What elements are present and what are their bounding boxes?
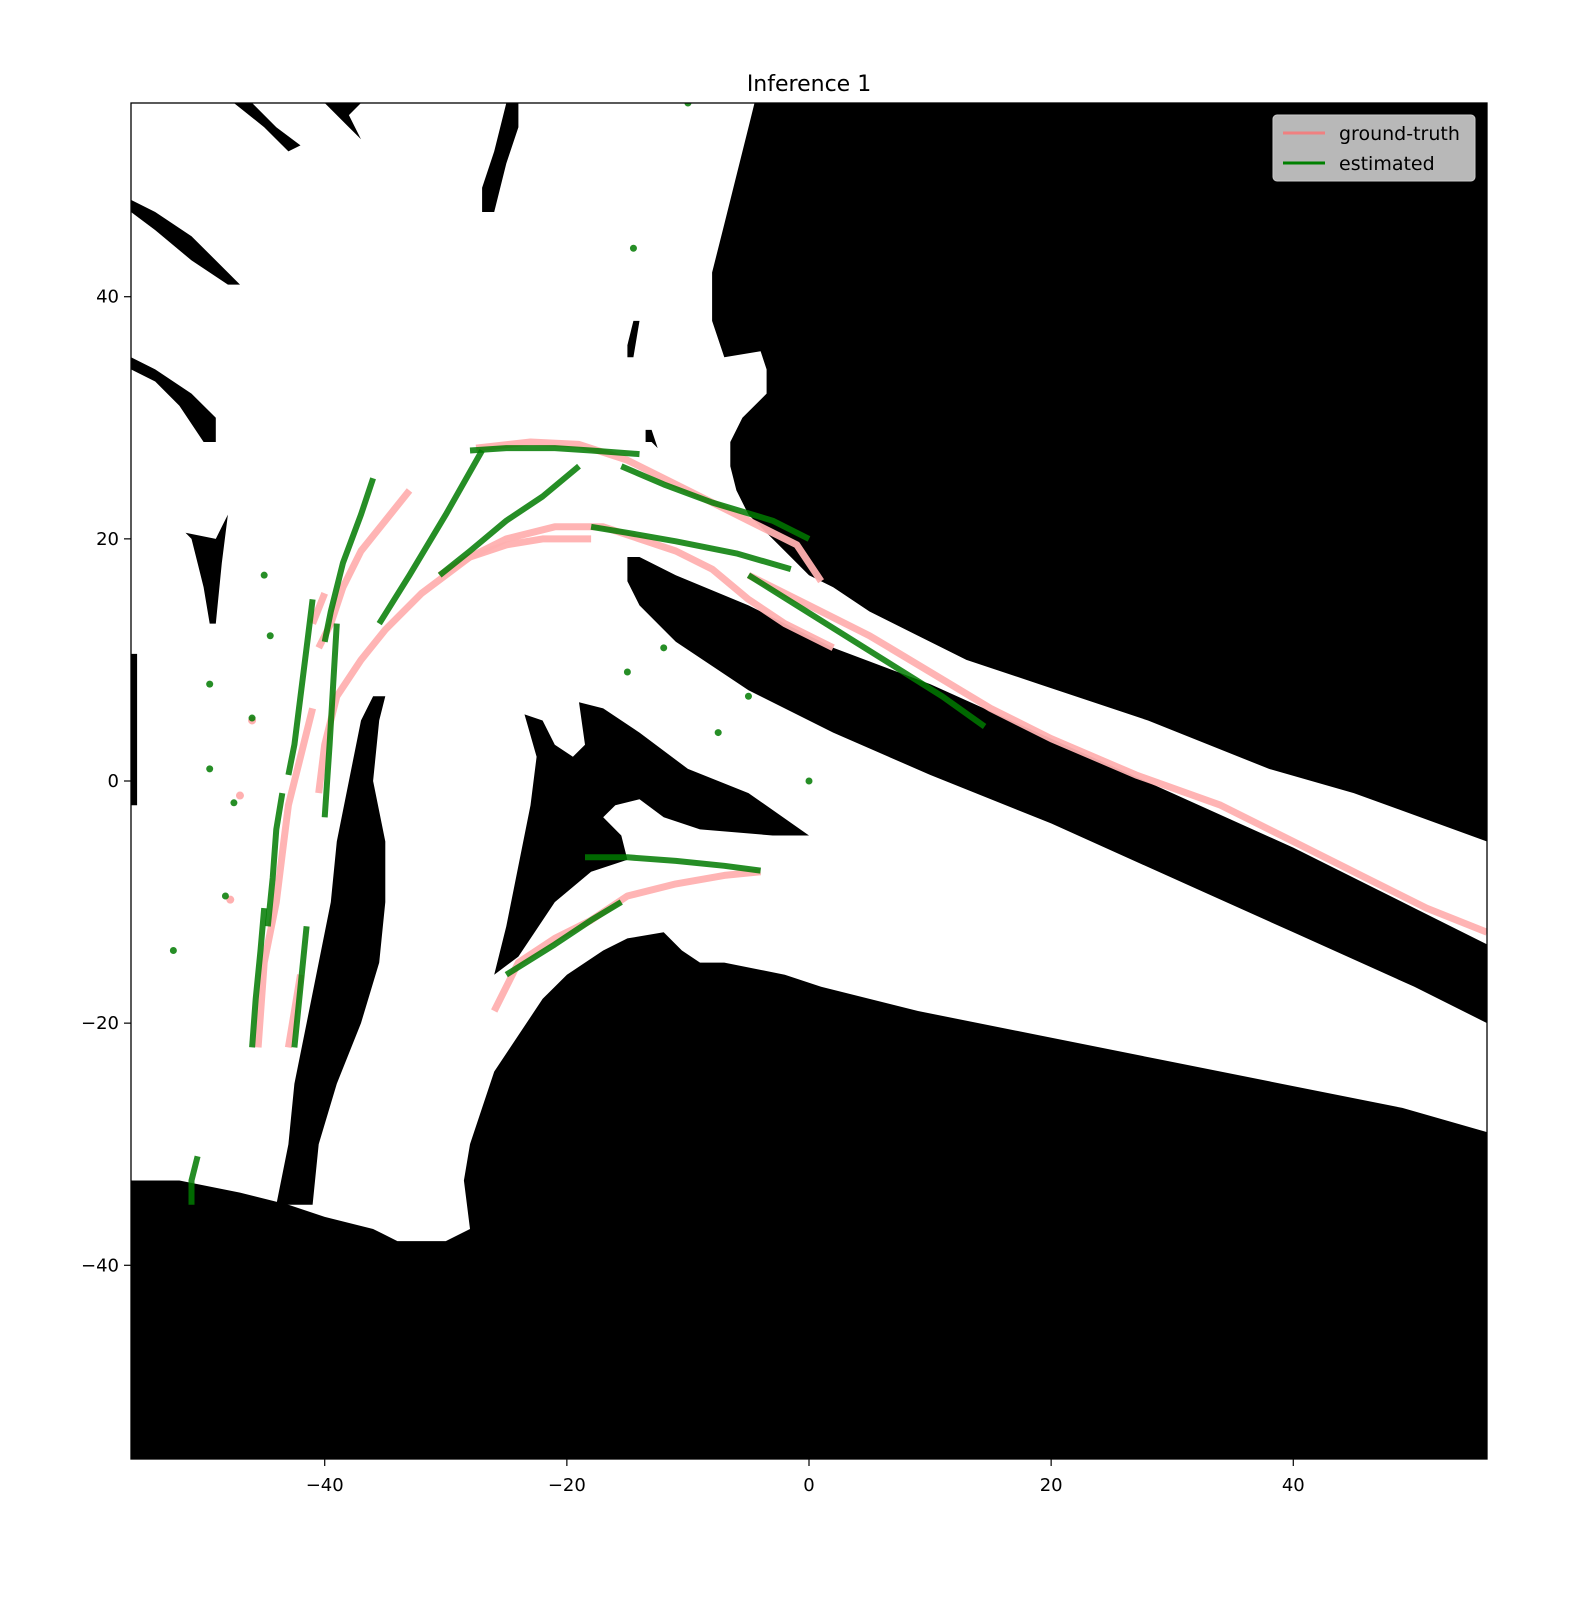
estimated-point-10 (660, 644, 668, 652)
y-tick-label-0: −40 (81, 1255, 119, 1276)
estimated-segment-8 (321, 623, 340, 818)
legend-label-estimated: estimated (1339, 153, 1435, 175)
estimated-segment-5 (746, 572, 987, 729)
obstacle-region-4 (494, 702, 809, 975)
estimated-point-1 (629, 244, 637, 252)
estimated-segment-3 (620, 463, 811, 542)
obstacle-region-10 (233, 103, 301, 152)
x-tick-label-3: 20 (1040, 1475, 1063, 1496)
y-tick-label-1: −20 (81, 1013, 119, 1034)
estimated-point-3 (266, 632, 274, 640)
obstacle-region-9 (185, 514, 228, 624)
ground-truth-segment-0 (475, 438, 825, 584)
estimated-point-8 (221, 892, 229, 900)
obstacle-region-2 (712, 103, 1487, 842)
obstacle-region-8 (131, 653, 138, 806)
ground-truth-segment-3 (746, 572, 1487, 936)
estimated-segment-2 (437, 463, 581, 578)
estimated-point-2 (260, 571, 268, 579)
x-axis: −40 −20 0 20 40 (306, 1459, 1305, 1496)
estimated-point-12 (744, 692, 752, 700)
estimated-point-9 (169, 947, 177, 954)
x-tick-label-2: 0 (803, 1475, 814, 1496)
estimated-point-5 (206, 765, 214, 773)
obstacle-region-1 (131, 932, 1487, 1459)
estimated-point-13 (714, 729, 722, 737)
ground-truth-segment-7 (309, 592, 328, 625)
obstacle-region-14 (645, 429, 658, 449)
estimated-point-14 (805, 777, 813, 785)
estimated-segment-12 (585, 854, 761, 874)
obstacle-region-7 (131, 199, 240, 285)
ground-truth-point-0 (235, 791, 244, 800)
estimated-point-0 (684, 103, 692, 107)
x-tick-label-4: 40 (1282, 1475, 1305, 1496)
plot-area (130, 102, 1488, 1460)
estimated-segment-0 (469, 445, 640, 458)
estimated-point-7 (230, 799, 238, 807)
obstacle-region-3 (627, 557, 1487, 1024)
obstacle-region-5 (276, 696, 386, 1205)
estimated-segment-1 (376, 449, 485, 626)
estimated-segment-13 (504, 899, 623, 978)
obstacle-region-11 (324, 103, 361, 140)
y-tick-label-2: 0 (108, 771, 119, 792)
estimated-segment-11 (291, 925, 310, 1048)
y-tick-label-3: 20 (96, 529, 119, 550)
estimated-segment-6 (321, 477, 376, 643)
estimated-segment-7 (285, 599, 316, 776)
estimated-series (169, 103, 987, 1205)
ground-truth-segment-2 (437, 523, 835, 651)
legend-label-ground-truth: ground-truth (1339, 123, 1460, 145)
estimated-segment-10 (249, 907, 268, 1048)
obstacle-region-13 (627, 320, 640, 358)
ground-truth-segment-5 (254, 707, 316, 1048)
estimated-segment-4 (590, 523, 792, 572)
y-tick-label-4: 40 (96, 287, 119, 308)
chart-title: Inference 1 (747, 72, 871, 97)
estimated-point-6 (248, 714, 256, 722)
x-tick-label-1: −20 (548, 1475, 586, 1496)
obstacle-region-12 (482, 103, 519, 212)
x-tick-label-0: −40 (306, 1475, 344, 1496)
occupancy-map (131, 103, 1487, 1459)
legend: ground-truth estimated (1272, 114, 1476, 182)
estimated-segment-9 (264, 792, 286, 927)
estimated-segment-14 (188, 1155, 201, 1205)
estimated-point-4 (206, 680, 214, 688)
obstacle-region-6 (131, 357, 216, 442)
estimated-point-11 (623, 668, 631, 676)
y-axis: −40 −20 0 20 40 (81, 287, 131, 1276)
